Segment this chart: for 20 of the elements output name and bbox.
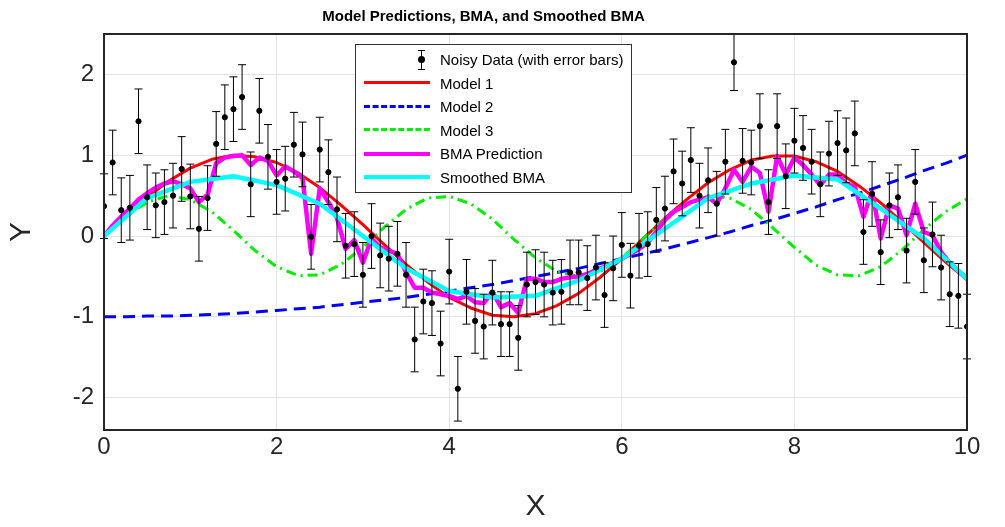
x-tick-label: 2: [269, 432, 284, 460]
y-tick-label: -2: [72, 382, 94, 410]
y-tick-label: 1: [80, 139, 94, 167]
x-tick-label: 10: [953, 432, 981, 460]
chart-title: Model Predictions, BMA, and Smoothed BMA: [322, 7, 645, 25]
legend-label: Model 1: [440, 73, 494, 94]
y-axis-title: Y: [3, 221, 37, 243]
x-tick-label: 8: [787, 432, 802, 460]
legend-label: Model 2: [440, 97, 494, 117]
y-tick-label: 2: [80, 59, 94, 87]
x-tick-label: 0: [97, 432, 111, 460]
x-tick-label: 4: [442, 432, 456, 460]
legend-label: Smoothed BMA: [440, 167, 546, 188]
legend-label: Noisy Data (with error bars): [440, 50, 624, 70]
x-axis-title: X: [525, 488, 546, 522]
y-tick-label: -1: [72, 301, 94, 329]
legend-label: BMA Prediction: [440, 144, 543, 164]
legend-label: Model 3: [440, 120, 494, 141]
y-tick-label: 0: [80, 220, 94, 248]
x-tick-label: 6: [615, 432, 629, 460]
